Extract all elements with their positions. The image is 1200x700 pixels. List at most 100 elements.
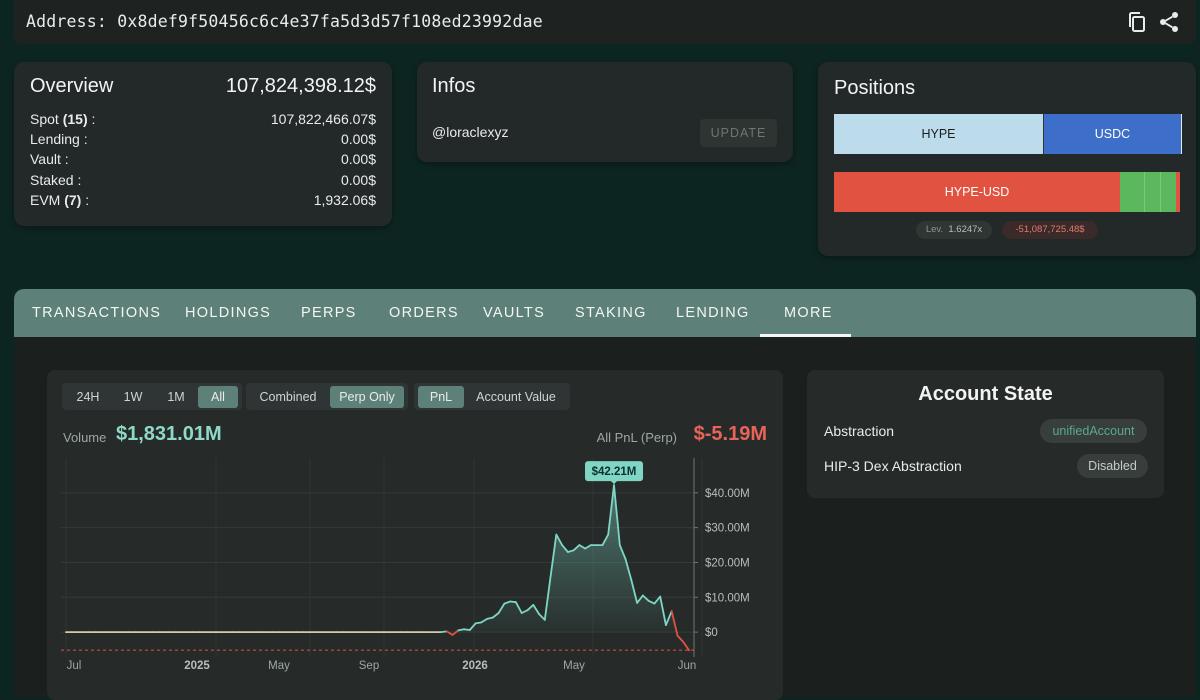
y-tick-label: $40.00M <box>705 488 750 500</box>
pnl-line-segment <box>607 484 615 536</box>
overview-row-name: EVM <box>30 191 61 208</box>
x-tick-label: 2026 <box>462 660 488 672</box>
mode-button-combined[interactable]: Combined <box>259 390 317 404</box>
pnl-line-segment <box>463 628 471 631</box>
peak-value-badge <box>585 461 644 482</box>
account-state-value-badge: unifiedAccount <box>1040 419 1147 443</box>
pnl-line-segment <box>642 594 650 602</box>
pnl-line-segment <box>440 630 448 634</box>
pnl-line-segment <box>636 594 644 604</box>
pnl-line-segment <box>520 609 529 614</box>
pnl-line-segment <box>676 634 685 643</box>
range-button-all[interactable]: All <box>198 386 238 408</box>
overview-title: Overview <box>30 75 114 97</box>
overview-row-count: (15) <box>62 111 88 127</box>
tab-orders[interactable]: ORDERS <box>389 305 459 321</box>
pnl-chart[interactable]: $40.00M $30.00M $20.00M $10.00M $0 Jul 2025 Ma… <box>47 445 783 697</box>
tab-more[interactable]: MORE <box>784 305 833 321</box>
overview-row-value: 0.00$ <box>340 131 376 148</box>
tab-holdings[interactable]: HOLDINGS <box>185 305 272 321</box>
wallet-address[interactable]: 0x8def9f50456c6c4e37fa5d3d57f108ed23992d… <box>117 12 543 31</box>
update-button[interactable]: UPDATE <box>700 119 777 147</box>
account-state-label: Abstraction <box>824 423 895 439</box>
y-tick-label: $10.00M <box>705 592 750 604</box>
perp-positions-bar[interactable]: HYPE-USD <box>834 172 1180 212</box>
pnl-line-segment <box>624 558 633 581</box>
pnl-line-segment <box>486 616 494 620</box>
overview-row-label: EVM (7) : <box>30 192 89 208</box>
perp-bar-label: HYPE-USD <box>944 185 1010 199</box>
pnl-line-segment <box>572 544 581 552</box>
range-button-24h[interactable]: 24H <box>76 390 100 404</box>
tab-perps[interactable]: PERPS <box>301 305 357 321</box>
overview-row-value: 0.00$ <box>340 151 376 168</box>
tab-bar <box>14 289 1196 337</box>
pnl-chart-card <box>47 370 783 700</box>
spot-segment-hype[interactable]: HYPE <box>834 114 1044 154</box>
overview-row-name: Staked : <box>30 171 82 188</box>
mode-button-perp-only[interactable]: Perp Only <box>330 386 404 408</box>
x-tick-label: Sep <box>359 660 379 672</box>
pnl-line-segment <box>514 601 523 614</box>
spot-segment-remainder <box>1181 114 1182 154</box>
y-tick-label: $20.00M <box>705 557 750 569</box>
pnl-line-segment <box>561 544 569 553</box>
pnl-value: $-5.19M <box>693 423 767 445</box>
peak-badge-pointer <box>610 480 619 485</box>
tab-lending[interactable]: LENDING <box>676 305 750 321</box>
perp-long-segment <box>1120 172 1145 212</box>
x-tick-label: May <box>268 660 290 672</box>
tab-staking[interactable]: STAKING <box>575 305 647 321</box>
pnl-line-segment <box>474 621 483 625</box>
overview-row-value: 1,932.06$ <box>313 191 376 208</box>
y-tick-label: $0 <box>705 627 718 639</box>
perp-short-segment: HYPE-USD <box>834 172 1120 212</box>
range-button-1m[interactable]: 1M <box>167 390 185 404</box>
overview-row-label: Spot (15) : <box>30 111 95 127</box>
peak-value-label: $42.21M <box>592 466 637 478</box>
overview-row-label: Vault : <box>30 151 69 167</box>
infos-card: Infos @loraclexyz UPDATE <box>417 62 793 162</box>
pnl-area <box>66 485 689 633</box>
y-tick-label: $30.00M <box>705 523 750 535</box>
pnl-line-segment <box>659 595 667 627</box>
account-state-card: Account State Abstraction unifiedAccount H… <box>807 370 1164 498</box>
x-tick-label: 2025 <box>184 660 210 672</box>
address-text: Address: 0x8def9f50456c6c4e37fa5d3d57f10… <box>26 12 543 31</box>
overview-row-name: Vault : <box>30 151 69 168</box>
overview-card: Overview 107,824,398.12$ Spot (15) : 107,… <box>14 62 392 226</box>
leverage-value: 1.6247x <box>948 224 983 235</box>
perp-long-segment <box>1145 172 1161 212</box>
range-button-1w[interactable]: 1W <box>123 390 143 404</box>
spot-segment-label: HYPE <box>921 127 956 141</box>
pnl-line-segment <box>543 575 552 621</box>
share-icon[interactable] <box>1157 10 1181 34</box>
x-tick-label: Jul <box>67 660 82 672</box>
pnl-line-segment <box>468 622 477 631</box>
metric-button-pnl[interactable]: PnL <box>418 386 464 408</box>
pnl-line-segment <box>670 610 679 637</box>
copy-icon[interactable] <box>1125 10 1149 34</box>
pnl-line-segment <box>618 544 627 560</box>
pnl-line-segment <box>682 640 690 652</box>
overview-row-value: 0.00$ <box>340 171 376 188</box>
pnl-line-segment <box>538 613 546 621</box>
pnl-line-segment <box>457 628 465 632</box>
pnl-line-segment <box>653 595 662 605</box>
address-label: Address: <box>26 12 108 31</box>
user-handle: @loraclexyz <box>432 124 509 140</box>
position-pnl-badge: -51,087,725.48$ <box>1002 221 1098 239</box>
address-bar: Address: 0x8def9f50456c6c4e37fa5d3d57f10… <box>14 0 1196 44</box>
metric-button-account-value[interactable]: Account Value <box>476 390 556 404</box>
overview-row-suffix: : <box>87 111 96 127</box>
pnl-line-segment <box>445 630 454 636</box>
volume-value: $1,831.01M <box>116 423 222 445</box>
pnl-line-segment <box>491 612 500 619</box>
pnl-line-segment <box>480 617 489 624</box>
tab-vaults[interactable]: VAULTS <box>483 305 546 321</box>
spot-segment-usdc[interactable]: USDC <box>1044 114 1181 154</box>
tab-transactions[interactable]: TRANSACTIONS <box>32 305 162 321</box>
spot-positions-bar: HYPE USDC <box>834 114 1182 154</box>
pnl-line-segment <box>584 544 592 550</box>
leverage-label: Lev. <box>925 224 944 235</box>
